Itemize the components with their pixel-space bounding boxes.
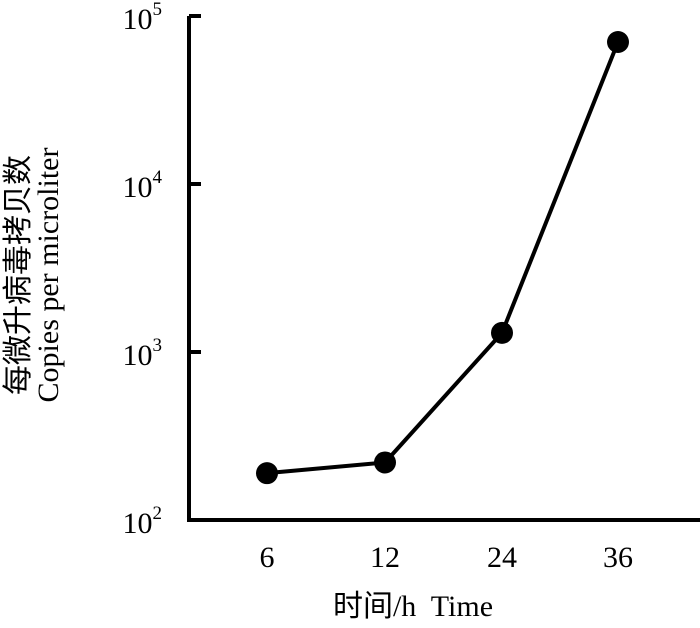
y-axis-title-cn: 每微升病毒拷贝数	[2, 155, 35, 395]
y-axis-title-en: Copies per microliter	[32, 148, 65, 403]
x-tick-label: 12	[370, 541, 400, 574]
x-tick-label: 6	[260, 541, 275, 574]
y-ticks: 102 103 104 105	[123, 0, 201, 540]
y-tick-label: 102	[123, 503, 163, 540]
series-line	[266, 41, 620, 476]
x-axis-title: 时间/h Time	[333, 590, 493, 623]
series-group	[256, 31, 629, 485]
data-point-36	[607, 31, 629, 54]
x-tick-label: 24	[487, 541, 517, 574]
x-ticks: 6 12 24 36	[260, 541, 634, 574]
y-tick-label: 105	[123, 0, 163, 36]
data-point-24	[491, 321, 513, 344]
x-tick-label: 36	[603, 541, 633, 574]
y-tick-label: 104	[123, 167, 163, 204]
data-point-12	[374, 451, 396, 474]
data-point-6	[256, 462, 278, 485]
y-tick-label: 103	[123, 335, 163, 372]
